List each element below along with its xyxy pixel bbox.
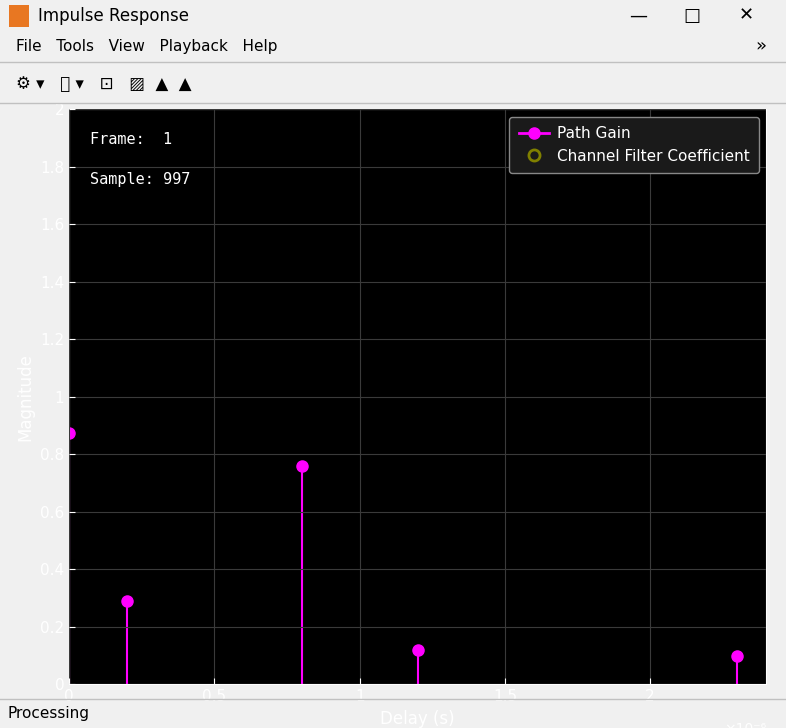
Text: »: » [755, 38, 766, 55]
Text: Processing: Processing [8, 706, 90, 721]
Text: —: — [629, 7, 647, 25]
Legend: Path Gain, Channel Filter Coefficient: Path Gain, Channel Filter Coefficient [509, 116, 758, 173]
Y-axis label: Magnitude: Magnitude [17, 353, 35, 440]
X-axis label: Delay (s): Delay (s) [380, 710, 455, 728]
Text: Sample: 997: Sample: 997 [90, 173, 190, 188]
Text: Impulse Response: Impulse Response [38, 7, 189, 25]
Text: File   Tools   View   Playback   Help: File Tools View Playback Help [16, 39, 277, 54]
Text: Frame:  1: Frame: 1 [90, 132, 172, 147]
Bar [9, 4, 29, 27]
Text: ×10⁻⁶: ×10⁻⁶ [724, 721, 766, 728]
Text: ✕: ✕ [739, 7, 754, 25]
Text: ⚙ ▾   🔍 ▾   ⊡   ▨  ▲  ▲: ⚙ ▾ 🔍 ▾ ⊡ ▨ ▲ ▲ [16, 75, 191, 92]
Text: □: □ [684, 7, 701, 25]
